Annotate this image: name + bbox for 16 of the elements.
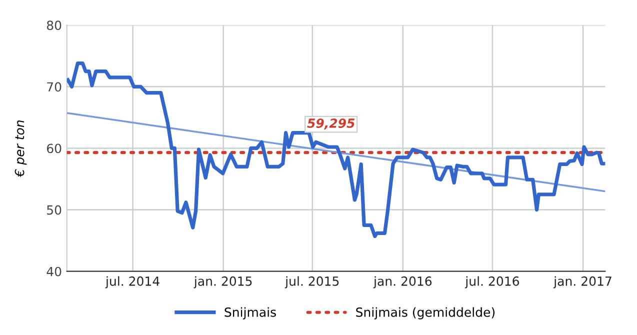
y-tick-label: 80: [46, 20, 62, 30]
y-axis-title: € per ton: [14, 120, 27, 178]
x-tick-label: jul. 2015: [284, 276, 339, 288]
x-tick-label: jul. 2016: [464, 276, 520, 288]
x-tick-label: jul. 2014: [105, 276, 160, 288]
y-tick-label: 60: [46, 144, 62, 154]
annotation: 59,295: [307, 118, 355, 130]
y-tick-label: 40: [46, 266, 62, 276]
x-tick-label: jan. 2017: [553, 276, 612, 288]
y-tick-label: 50: [47, 205, 62, 215]
x-tick-label: jan. 2016: [373, 276, 432, 288]
legend-label: Snijmais: [224, 307, 276, 320]
y-tick-label: 70: [47, 82, 62, 92]
legend-label: Snijmais (gemiddelde): [356, 307, 495, 320]
x-tick-label: jan. 2015: [194, 276, 252, 288]
line-series: [66, 61, 606, 238]
